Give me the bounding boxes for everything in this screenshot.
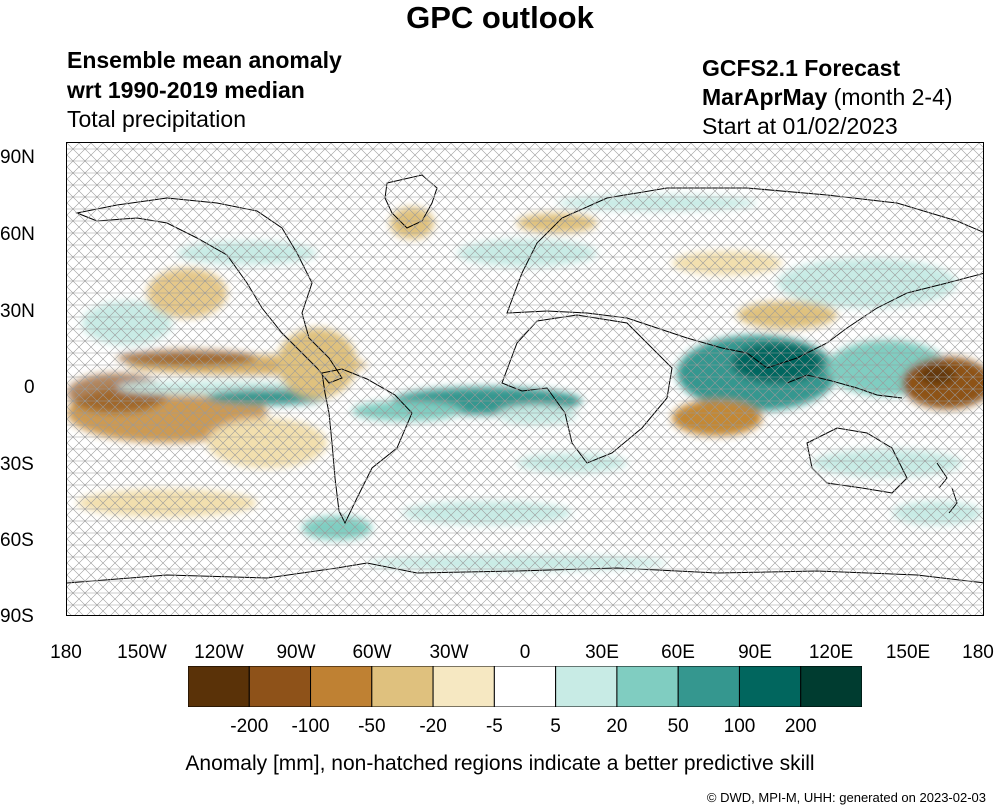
map-title: GPC outlook [406, 0, 594, 35]
lat-label: 60N [0, 224, 35, 245]
colorbar-swatch [616, 666, 679, 707]
lat-label: 90S [0, 606, 34, 627]
lon-label: 90E [738, 642, 772, 663]
lon-label: 150E [885, 642, 931, 663]
hatched-low-skill-overlay [67, 143, 983, 615]
lat-label: 30S [0, 454, 34, 475]
season-label: MarAprMay [702, 84, 828, 110]
lon-label: 30E [585, 642, 619, 663]
lon-label: 30W [429, 642, 469, 663]
colorbar-tick-label: -20 [419, 716, 447, 737]
colorbar-swatch [555, 666, 618, 707]
credit: © DWD, MPI-M, UHH: generated on 2023-02-… [706, 790, 986, 805]
lon-label: 120W [194, 642, 244, 663]
colorbar-swatch [310, 666, 373, 707]
lon-label: 180 [50, 642, 82, 663]
colorbar [188, 666, 862, 707]
lon-label: 60E [661, 642, 695, 663]
colorbar-tick-label: -5 [485, 716, 503, 737]
header-right-line1: GCFS2.1 Forecast [702, 55, 901, 81]
colorbar-tick-label: -200 [230, 716, 269, 737]
header-left-line1: Ensemble mean anomaly [67, 47, 342, 73]
lon-label: 90W [276, 642, 316, 663]
colorbar-tick-label: 200 [784, 716, 817, 737]
header-left-line3: Total precipitation [67, 106, 246, 132]
footnote: Anomaly [mm], non-hatched regions indica… [185, 752, 815, 775]
colorbar-swatch [188, 666, 250, 707]
colorbar-tick-label: -50 [358, 716, 386, 737]
lat-label: 0 [24, 377, 35, 398]
colorbar-swatch [677, 666, 740, 707]
colorbar-swatch [248, 666, 312, 707]
lon-label: 150W [117, 642, 167, 663]
lat-label: 60S [0, 530, 34, 551]
colorbar-tick-label: 5 [550, 716, 561, 737]
lat-label: 90N [0, 147, 35, 168]
lon-label: 120E [808, 642, 854, 663]
colorbar-tick-label: 100 [723, 716, 756, 737]
map-frame [66, 142, 984, 616]
colorbar-tick-label: 50 [667, 716, 689, 737]
colorbar-swatch [738, 666, 802, 707]
colorbar-swatch [432, 666, 495, 707]
colorbar-tick-label: 20 [606, 716, 628, 737]
lon-label: 180 [962, 642, 994, 663]
precipitation-map [67, 143, 983, 615]
season-note: (month 2-4) [833, 84, 953, 110]
colorbar-swatch [800, 666, 862, 707]
header-left-line2: wrt 1990-2019 median [67, 77, 305, 103]
lon-label: 60W [352, 642, 392, 663]
colorbar-tick-label: -100 [291, 716, 330, 737]
header-right-season-row: MarAprMay (month 2-4) [702, 84, 953, 111]
colorbar-swatch [371, 666, 434, 707]
colorbar-swatch [493, 666, 557, 707]
lat-label: 30N [0, 301, 35, 322]
header-right-line3: Start at 01/02/2023 [702, 113, 898, 139]
lon-label: 0 [519, 642, 531, 663]
